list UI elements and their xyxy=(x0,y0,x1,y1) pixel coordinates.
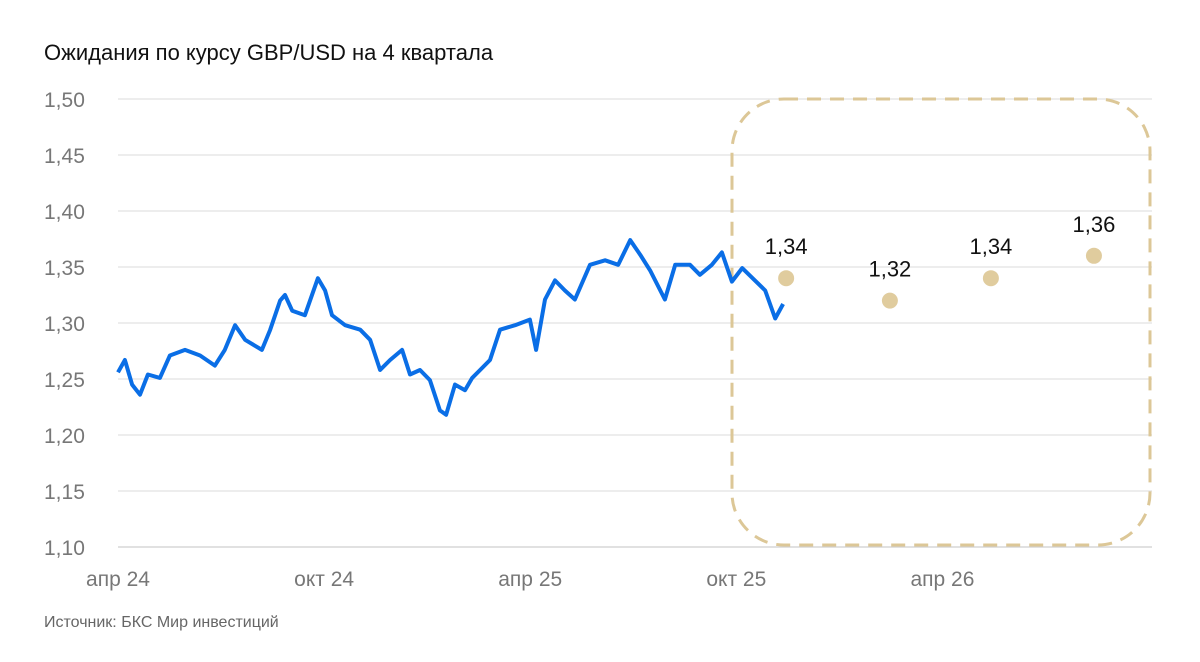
x-tick-label: апр 26 xyxy=(910,568,974,591)
forecast-label: 1,32 xyxy=(868,257,911,282)
forecast-label: 1,34 xyxy=(765,234,808,259)
forecast-point xyxy=(1085,247,1102,264)
y-tick-label: 1,35 xyxy=(44,257,85,280)
x-tick-label: апр 24 xyxy=(86,568,150,591)
forecast-point xyxy=(982,270,999,287)
y-tick-label: 1,15 xyxy=(44,481,85,504)
forecast-box xyxy=(730,97,1152,547)
source-note: Источник: БКС Мир инвестиций xyxy=(44,614,279,631)
forecast-point xyxy=(778,270,795,287)
y-tick-label: 1,20 xyxy=(44,425,85,448)
series-line-gbpusd xyxy=(116,238,785,417)
forecast-label: 1,36 xyxy=(1073,212,1116,237)
y-tick-label: 1,50 xyxy=(44,89,85,112)
forecast-label: 1,34 xyxy=(969,234,1012,259)
chart-title: Ожидания по курсу GBP/USD на 4 квартала xyxy=(44,40,494,65)
y-tick-label: 1,25 xyxy=(44,369,85,392)
y-tick-label: 1,10 xyxy=(44,537,85,560)
forecast-points: 1,34 1,32 1,34 1,36 xyxy=(765,212,1116,309)
y-tick-label: 1,40 xyxy=(44,201,85,224)
x-tick-label: апр 25 xyxy=(498,568,562,591)
grid: 1,10 1,15 1,20 1,25 1,30 1,35 1,40 1,45 1,50 xyxy=(44,89,1152,560)
y-tick-label: 1,30 xyxy=(44,313,85,336)
x-tick-label: окт 25 xyxy=(706,568,766,591)
x-tick-label: окт 24 xyxy=(294,568,354,591)
forecast-point xyxy=(881,292,898,309)
x-axis: апр 24 окт 24 апр 25 окт 25 апр 26 xyxy=(86,568,974,591)
y-tick-label: 1,45 xyxy=(44,145,85,168)
